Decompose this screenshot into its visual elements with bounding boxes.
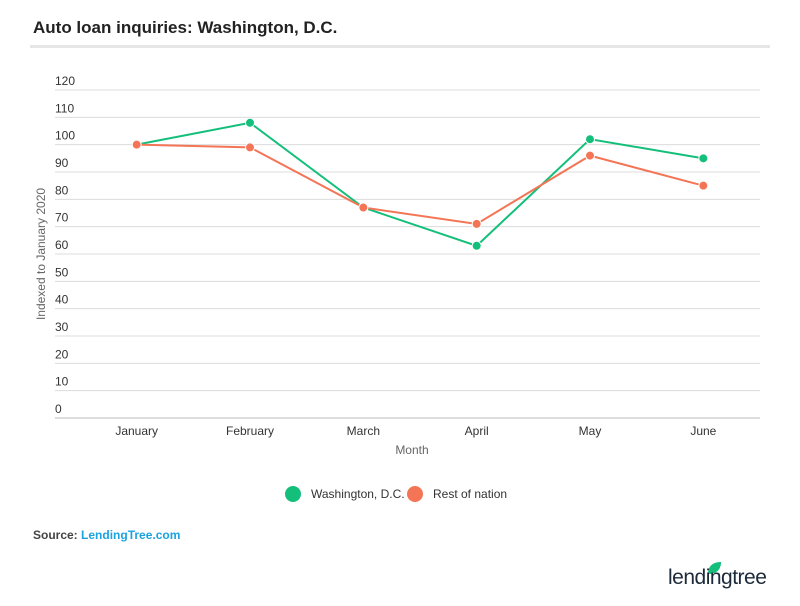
y-tick-label: 20 <box>55 347 69 361</box>
x-tick-label: January <box>115 424 158 438</box>
x-axis-label: Month <box>395 443 428 457</box>
x-tick-label: April <box>465 424 489 438</box>
source-note: Source: LendingTree.com <box>33 528 180 542</box>
y-tick-label: 110 <box>55 101 74 115</box>
y-tick-label: 120 <box>55 74 75 88</box>
title-divider <box>30 45 770 48</box>
y-axis-label: Indexed to January 2020 <box>34 188 48 320</box>
y-tick-label: 80 <box>55 183 69 197</box>
data-point <box>245 117 255 128</box>
y-tick-label: 70 <box>55 211 69 225</box>
line-chart: 0 10 20 30 40 50 60 70 80 90 100 110 120 January Febru… <box>34 74 760 502</box>
y-tick-label: 30 <box>55 320 69 334</box>
y-tick-label: 0 <box>55 402 62 416</box>
data-point <box>698 180 709 191</box>
y-tick-label: 100 <box>55 129 75 143</box>
y-tick-label: 10 <box>55 375 69 389</box>
data-point <box>585 150 595 161</box>
series-line <box>136 143 704 225</box>
chart-title: Auto loan inquiries: Washington, D.C. <box>33 18 338 37</box>
data-point <box>471 240 482 251</box>
lendingtree-logo: lendingtree <box>668 560 768 596</box>
legend-label: Rest of nation <box>433 487 507 501</box>
source-label: Source: <box>33 528 78 542</box>
y-tick-label: 90 <box>55 156 69 170</box>
data-point <box>358 202 369 213</box>
legend-marker <box>407 486 423 502</box>
data-point <box>471 218 482 229</box>
y-tick-label: 50 <box>55 265 69 279</box>
y-tick-label: 40 <box>55 293 69 307</box>
x-tick-label: March <box>347 424 380 438</box>
legend-label: Washington, D.C. <box>311 487 405 501</box>
data-point <box>585 134 595 145</box>
data-point <box>245 142 255 153</box>
data-point <box>698 153 709 164</box>
legend-marker <box>285 486 301 502</box>
x-tick-label: June <box>690 424 716 438</box>
x-tick-label: May <box>579 424 602 438</box>
x-tick-label: February <box>226 424 274 438</box>
leaf-icon <box>708 562 721 574</box>
series-line <box>136 121 704 247</box>
y-tick-label: 60 <box>55 238 69 252</box>
source-link[interactable]: LendingTree.com <box>81 528 181 542</box>
data-point <box>131 139 142 150</box>
